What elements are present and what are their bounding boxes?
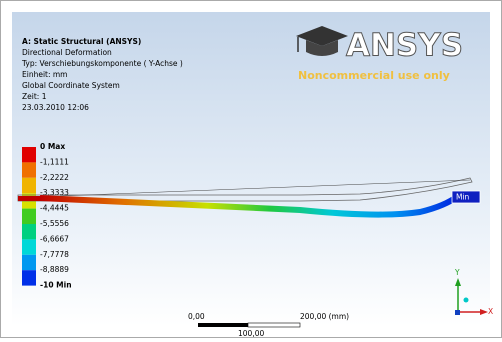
viewport: A: Static Structural (ANSYS) Directional… (0, 0, 502, 338)
brand: ANSYS (346, 28, 463, 64)
legend-label: -2,2222 (40, 173, 69, 182)
info-line: Typ: Verschiebungskomponente ( Y-Achse ) (21, 59, 183, 68)
info-line: Einheit: mm (22, 70, 68, 79)
scale-start: 0,00 (188, 312, 205, 321)
legend-swatch (22, 255, 36, 270)
legend-swatch (22, 162, 36, 177)
legend-swatch (22, 178, 36, 193)
legend-label: -5,5556 (40, 219, 69, 228)
legend-swatch (22, 147, 36, 162)
info-line: Zeit: 1 (22, 92, 47, 101)
scale-mid: 100,00 (238, 329, 264, 338)
triad-y: Y (454, 268, 460, 277)
scale-bar (198, 323, 248, 327)
legend-label: -1,1111 (40, 157, 69, 166)
info-line: 23.03.2010 12:06 (22, 103, 89, 112)
legend-label: -7,7778 (40, 250, 69, 259)
scale-end: 200,00 (mm) (300, 312, 349, 321)
result-title: A: Static Structural (ANSYS) (22, 37, 141, 46)
logo: ANSYS Noncommercial use only (296, 26, 463, 82)
legend-label: 0 Max (40, 142, 65, 151)
legend-label: -8,8889 (40, 265, 69, 274)
info-line: Directional Deformation (22, 48, 112, 57)
legend-swatch (22, 209, 36, 224)
scale-bar (248, 323, 300, 327)
legend-swatch (22, 239, 36, 254)
info-line: Global Coordinate System (22, 81, 120, 90)
probe-label: Min (456, 193, 470, 202)
legend-swatch (22, 224, 36, 239)
notice: Noncommercial use only (298, 69, 450, 82)
triad-x: X (488, 307, 493, 316)
legend-swatch (22, 270, 36, 285)
legend-label: -4,4445 (40, 204, 69, 213)
legend-label: -6,6667 (40, 234, 69, 243)
legend-label: -10 Min (40, 281, 72, 290)
